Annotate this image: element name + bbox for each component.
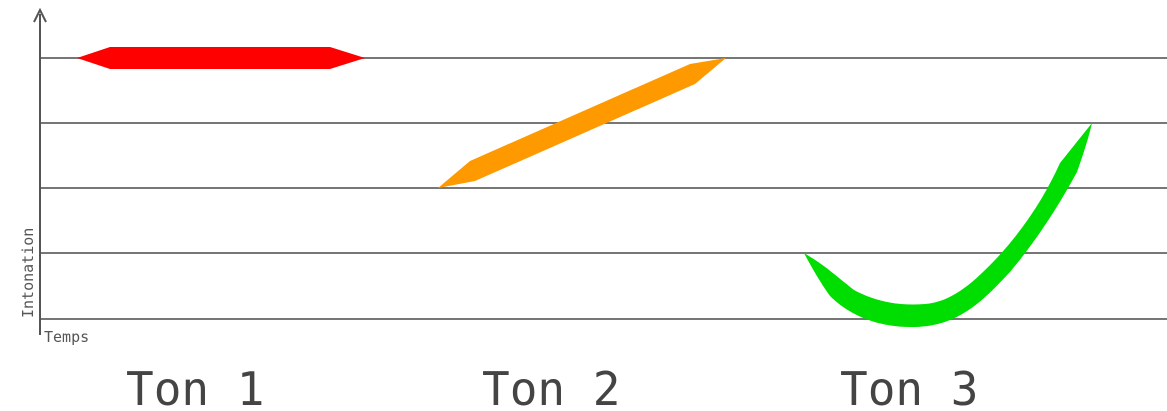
tone-1-contour — [77, 47, 365, 69]
y-axis-arrow-icon — [33, 7, 47, 23]
y-axis-label: Intonation — [19, 228, 37, 318]
tone-1-label: Ton 1 — [126, 362, 264, 411]
tone-3-contour — [804, 123, 1092, 328]
tone-2-contour — [438, 58, 726, 188]
x-axis-label: Temps — [44, 328, 89, 346]
tone-3-label: Ton 3 — [840, 362, 978, 411]
pitch-grid — [40, 57, 1167, 320]
tone-2-label: Ton 2 — [482, 362, 620, 411]
